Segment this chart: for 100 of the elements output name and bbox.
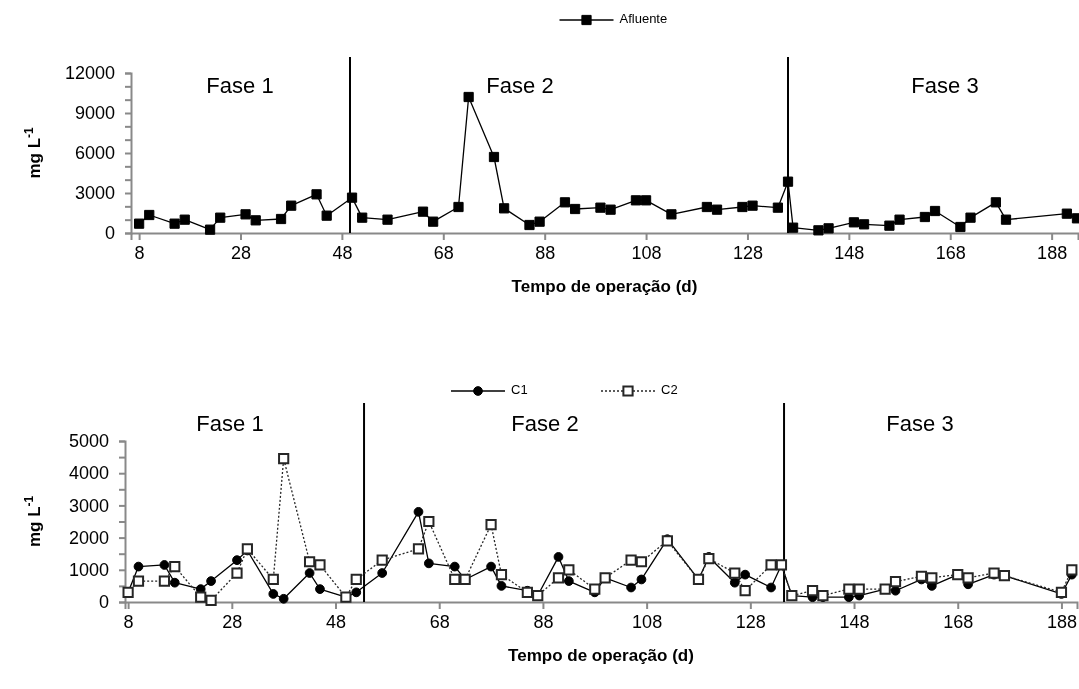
point — [205, 594, 217, 606]
point — [589, 583, 601, 595]
point — [605, 204, 616, 215]
point — [559, 197, 571, 208]
x-tick-label: 148 — [839, 611, 870, 632]
y-tick-label: 9000 — [74, 103, 115, 124]
point — [240, 209, 251, 220]
point — [737, 201, 748, 213]
point — [630, 195, 642, 206]
x-tick-label: 188 — [1046, 611, 1077, 632]
y-tick-label: 5000 — [68, 431, 109, 452]
point — [195, 591, 207, 603]
y-tick-label: 12000 — [64, 63, 115, 84]
point — [453, 201, 464, 213]
point — [488, 151, 500, 163]
legend-label: C1 — [511, 382, 528, 398]
point — [204, 224, 216, 235]
x-tick-label: 68 — [433, 242, 454, 263]
point — [286, 200, 297, 211]
point — [158, 575, 171, 587]
point — [858, 219, 870, 230]
x-tick-label: 48 — [332, 242, 353, 263]
point — [823, 223, 834, 234]
point — [463, 91, 474, 103]
point — [915, 570, 928, 582]
point — [449, 561, 460, 572]
point — [304, 568, 315, 578]
point — [179, 214, 190, 225]
point — [894, 214, 905, 225]
point — [314, 559, 326, 571]
point — [321, 210, 332, 221]
point — [843, 583, 855, 595]
legend-label: Afluente — [619, 11, 668, 27]
annotation: Fase 2 — [486, 72, 554, 98]
point — [929, 205, 941, 217]
point — [635, 556, 648, 568]
x-tick-label: 188 — [1037, 242, 1068, 263]
x-tick-label: 128 — [735, 611, 766, 632]
point — [377, 568, 388, 578]
x-tick-label: 28 — [222, 611, 243, 632]
point — [1000, 214, 1012, 225]
point — [382, 214, 393, 225]
point — [169, 577, 180, 588]
point — [486, 561, 496, 572]
point — [499, 203, 510, 214]
point — [412, 543, 425, 555]
point — [563, 576, 574, 586]
x-tick-label: 88 — [535, 242, 556, 263]
point — [990, 197, 1001, 208]
y-tick-label: 1000 — [68, 560, 109, 581]
point — [169, 560, 181, 573]
point — [739, 585, 751, 597]
point — [926, 572, 938, 584]
point — [231, 567, 243, 579]
point — [449, 573, 461, 586]
x-tick-label: 28 — [230, 242, 252, 263]
point — [965, 212, 976, 223]
point — [132, 575, 145, 587]
x-tick-label: 48 — [326, 611, 347, 632]
y-tick-label: 4000 — [68, 463, 109, 484]
point — [267, 573, 279, 586]
point — [303, 556, 316, 568]
y-tick-label: 6000 — [74, 143, 115, 164]
y-tick-label: 0 — [104, 223, 115, 244]
point — [206, 576, 216, 586]
point — [315, 584, 325, 594]
point — [848, 217, 860, 228]
point — [423, 558, 434, 569]
point — [351, 587, 362, 598]
point — [428, 216, 439, 227]
point — [889, 576, 902, 588]
point — [134, 218, 145, 229]
x-tick-label: 128 — [732, 242, 763, 263]
point — [159, 560, 170, 570]
x-tick-label: 168 — [935, 242, 966, 263]
point — [884, 220, 895, 231]
y-tick-label: 0 — [98, 592, 109, 613]
point — [169, 218, 180, 229]
point — [357, 212, 368, 223]
x-tick-label: 108 — [631, 242, 662, 263]
point — [423, 515, 435, 528]
point — [625, 554, 637, 566]
x-tick-label: 148 — [834, 242, 865, 263]
point — [701, 201, 713, 213]
annotation: Fase 1 — [206, 72, 274, 98]
point — [711, 204, 723, 215]
point — [563, 564, 575, 576]
point — [765, 559, 777, 571]
point — [1066, 564, 1078, 576]
point — [215, 212, 226, 223]
point — [919, 211, 931, 223]
x-tick-label: 8 — [134, 242, 145, 263]
point — [766, 582, 776, 593]
point — [485, 519, 497, 531]
text: Fase 2 — [511, 410, 579, 436]
point — [417, 206, 429, 217]
point — [666, 209, 677, 220]
x-tick-label: 8 — [123, 611, 134, 632]
x-tick-label: 88 — [533, 611, 554, 632]
point — [278, 453, 290, 465]
